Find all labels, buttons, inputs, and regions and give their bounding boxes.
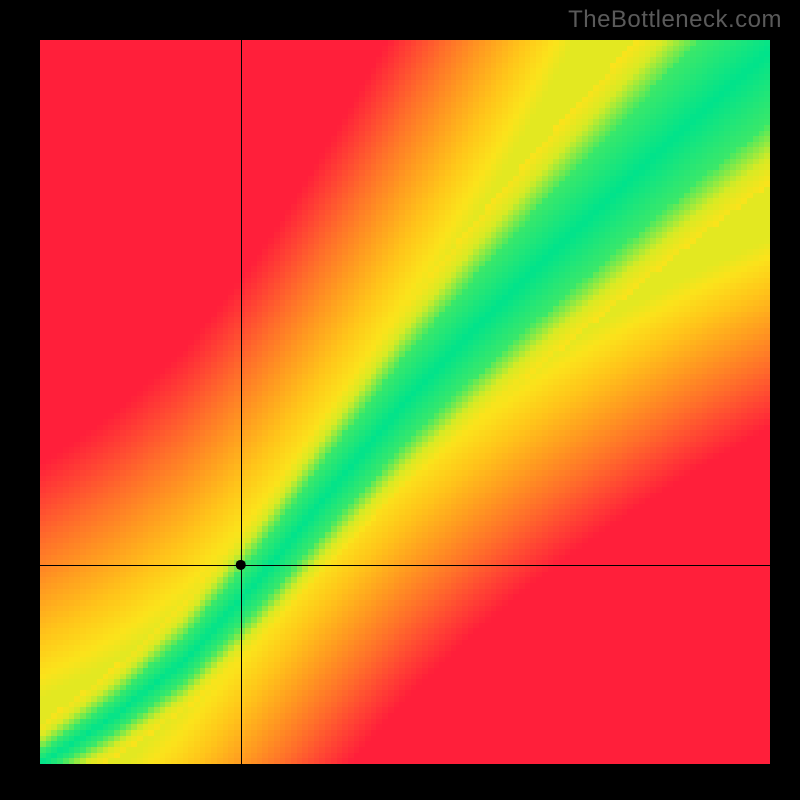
crosshair-overlay bbox=[40, 40, 770, 764]
chart-container: TheBottleneck.com bbox=[0, 0, 800, 800]
watermark-text: TheBottleneck.com bbox=[568, 6, 782, 34]
